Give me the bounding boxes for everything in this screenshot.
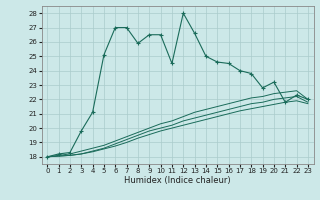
X-axis label: Humidex (Indice chaleur): Humidex (Indice chaleur)	[124, 176, 231, 185]
